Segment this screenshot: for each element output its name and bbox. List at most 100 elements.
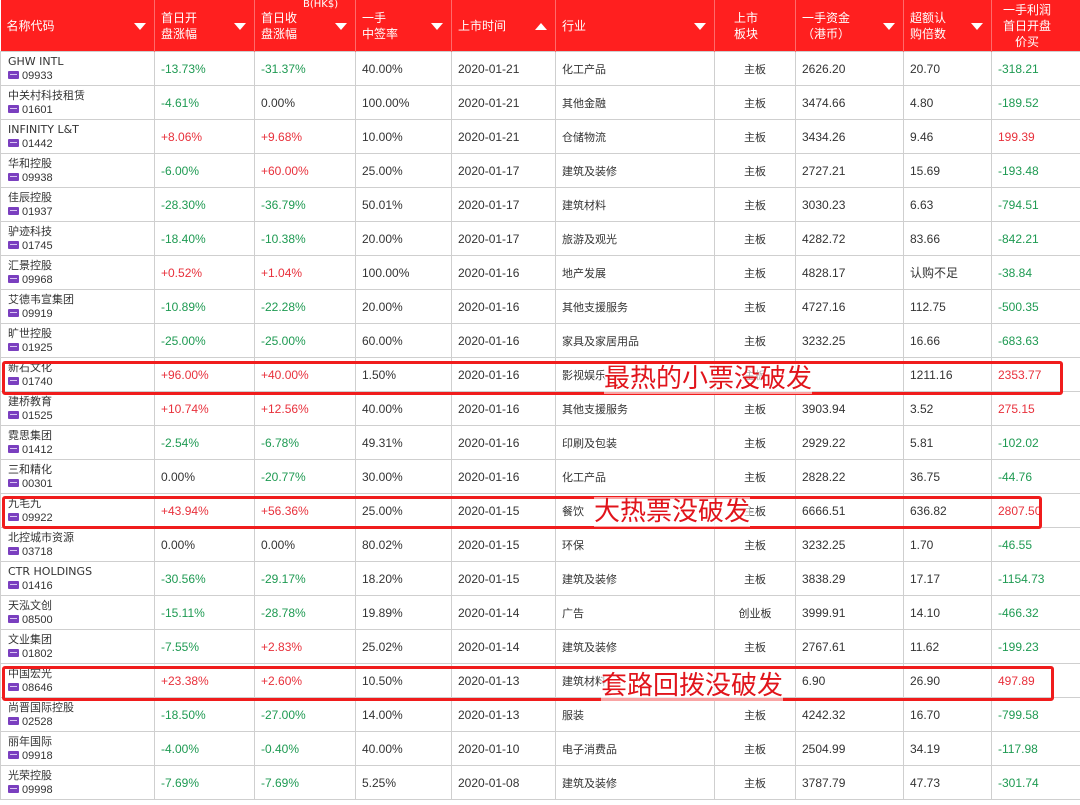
stock-code: 09919 bbox=[22, 307, 53, 320]
stock-name-cell[interactable]: 汇景控股 09968 bbox=[0, 255, 155, 290]
highlight-box-clawback bbox=[2, 666, 1054, 701]
stock-name: 旷世控股 bbox=[8, 326, 52, 340]
table-row[interactable]: CTR HOLDINGS 01416 -30.56% -29.17% 18.20% 202… bbox=[0, 561, 1080, 596]
lot-win-rate-cell: 30.00% bbox=[355, 459, 452, 494]
stock-name-cell[interactable]: 丽年国际 09918 bbox=[0, 731, 155, 766]
listing-board-cell: 主板 bbox=[714, 221, 796, 256]
stock-name-cell[interactable]: 建桥教育 01525 bbox=[0, 391, 155, 426]
lot-funds-cell: 3999.91 bbox=[795, 595, 904, 630]
sort-dropdown-icon[interactable] bbox=[694, 22, 706, 30]
column-header-industry[interactable]: 行业 bbox=[555, 0, 715, 52]
column-header-label: 上市 板块 bbox=[733, 10, 758, 41]
oversubscription-cell: 112.75 bbox=[903, 289, 992, 324]
stock-name-cell[interactable]: 天泓文创 08500 bbox=[0, 595, 155, 630]
stock-name-cell[interactable]: 光荣控股 09998 bbox=[0, 765, 155, 800]
listing-board-cell: 主板 bbox=[714, 731, 796, 766]
oversubscription-cell: 认购不足 bbox=[903, 255, 992, 290]
listing-date-cell: 2020-01-17 bbox=[451, 187, 556, 222]
first-close-change-cell: -27.00% bbox=[254, 697, 356, 732]
column-header-lot-funds[interactable]: 一手资金 （港币） bbox=[795, 0, 904, 52]
table-row[interactable]: 建桥教育 01525 +10.74% +12.56% 40.00% 2020-01-16 其… bbox=[0, 391, 1080, 426]
first-open-change-cell: -28.30% bbox=[154, 187, 255, 222]
column-header-lot-win-rate[interactable]: 一手 中签率 bbox=[355, 0, 452, 52]
stock-name-cell[interactable]: 旷世控股 01925 bbox=[0, 323, 155, 358]
lot-funds-cell: 4828.17 bbox=[795, 255, 904, 290]
sort-dropdown-icon[interactable] bbox=[234, 22, 246, 30]
column-header-listing-date[interactable]: 上市时间 bbox=[451, 0, 556, 52]
stock-name-cell[interactable]: 霓思集团 01412 bbox=[0, 425, 155, 460]
table-row[interactable]: 三和精化 00301 0.00% -20.77% 30.00% 2020-01-16 化工产… bbox=[0, 459, 1080, 494]
table-row[interactable]: 艾德韦宣集团 09919 -10.89% -22.28% 20.00% 2020-01-1… bbox=[0, 289, 1080, 324]
stock-name-cell[interactable]: CTR HOLDINGS 01416 bbox=[0, 561, 155, 596]
table-row[interactable]: 中关村科技租赁 01601 -4.61% 0.00% 100.00% 2020-01-21… bbox=[0, 85, 1080, 120]
hk-market-icon bbox=[8, 274, 19, 283]
stock-code-line: 08500 bbox=[8, 613, 148, 627]
sort-ascending-icon[interactable] bbox=[535, 22, 547, 30]
stock-name-cell[interactable]: 驴迹科技 01745 bbox=[0, 221, 155, 256]
first-close-change-cell: +1.04% bbox=[254, 255, 356, 290]
column-header-oversubscription[interactable]: 超额认 购倍数 bbox=[903, 0, 992, 52]
listing-date-cell: 2020-01-10 bbox=[451, 731, 556, 766]
lot-profit-cell: -683.63 bbox=[991, 323, 1080, 358]
industry-cell: 其他支援服务 bbox=[555, 289, 715, 324]
stock-code: 01416 bbox=[22, 579, 53, 592]
lot-profit-cell: -318.21 bbox=[991, 51, 1080, 86]
stock-name: 艾德韦宣集团 bbox=[8, 292, 74, 306]
stock-name-cell[interactable]: 文业集团 01802 bbox=[0, 629, 155, 664]
stock-name-cell[interactable]: 华和控股 09938 bbox=[0, 153, 155, 188]
table-row[interactable]: 驴迹科技 01745 -18.40% -10.38% 20.00% 2020-01-17 旅… bbox=[0, 221, 1080, 256]
table-row[interactable]: 旷世控股 01925 -25.00% -25.00% 60.00% 2020-01-16 家… bbox=[0, 323, 1080, 358]
stock-name-cell[interactable]: 艾德韦宣集团 09919 bbox=[0, 289, 155, 324]
stock-name-cell[interactable]: 三和精化 00301 bbox=[0, 459, 155, 494]
table-row[interactable]: 天泓文创 08500 -15.11% -28.78% 19.89% 2020-01-14 广… bbox=[0, 595, 1080, 630]
sort-dropdown-icon[interactable] bbox=[335, 22, 347, 30]
hk-market-icon bbox=[8, 70, 19, 79]
oversubscription-cell: 15.69 bbox=[903, 153, 992, 188]
column-header-name-code[interactable]: 名称代码 bbox=[0, 0, 155, 52]
lot-funds-cell: 2727.21 bbox=[795, 153, 904, 188]
table-row[interactable]: 华和控股 09938 -6.00% +60.00% 25.00% 2020-01-17 建筑… bbox=[0, 153, 1080, 188]
sort-dropdown-icon[interactable] bbox=[431, 22, 443, 30]
oversubscription-cell: 1.70 bbox=[903, 527, 992, 562]
listing-date-cell: 2020-01-15 bbox=[451, 561, 556, 596]
table-row[interactable]: INFINITY L&T 01442 +8.06% +9.68% 10.00% 2020-… bbox=[0, 119, 1080, 154]
table-row[interactable]: 霓思集团 01412 -2.54% -6.78% 49.31% 2020-01-16 印刷及… bbox=[0, 425, 1080, 460]
sort-dropdown-icon[interactable] bbox=[883, 22, 895, 30]
table-row[interactable]: 光荣控股 09998 -7.69% -7.69% 5.25% 2020-01-08 建筑及装… bbox=[0, 765, 1080, 800]
lot-profit-cell: -193.48 bbox=[991, 153, 1080, 188]
first-close-change-cell: -25.00% bbox=[254, 323, 356, 358]
hk-market-icon bbox=[8, 546, 19, 555]
sort-dropdown-icon[interactable] bbox=[134, 22, 146, 30]
table-row[interactable]: 尚晋国际控股 02528 -18.50% -27.00% 14.00% 2020-01-1… bbox=[0, 697, 1080, 732]
first-open-change-cell: -13.73% bbox=[154, 51, 255, 86]
stock-name-cell[interactable]: 佳辰控股 01937 bbox=[0, 187, 155, 222]
table-row[interactable]: 丽年国际 09918 -4.00% -0.40% 40.00% 2020-01-10 电子消… bbox=[0, 731, 1080, 766]
column-header-first-open-change[interactable]: 首日开 盘涨幅 bbox=[154, 0, 255, 52]
sort-dropdown-icon[interactable] bbox=[971, 22, 983, 30]
stock-name-cell[interactable]: 中关村科技租赁 01601 bbox=[0, 85, 155, 120]
industry-cell: 广告 bbox=[555, 595, 715, 630]
table-row[interactable]: 文业集团 01802 -7.55% +2.83% 25.02% 2020-01-14 建筑及… bbox=[0, 629, 1080, 664]
stock-code-line: 01937 bbox=[8, 205, 148, 219]
stock-name: 汇景控股 bbox=[8, 258, 52, 272]
table-row[interactable]: 北控城市资源 03718 0.00% 0.00% 80.02% 2020-01-15 环保主… bbox=[0, 527, 1080, 562]
oversubscription-cell: 36.75 bbox=[903, 459, 992, 494]
hk-market-icon bbox=[8, 444, 19, 453]
stock-code-line: 01925 bbox=[8, 341, 148, 355]
first-close-change-cell: -29.17% bbox=[254, 561, 356, 596]
first-close-change-cell: +2.83% bbox=[254, 629, 356, 664]
table-row[interactable]: 汇景控股 09968 +0.52% +1.04% 100.00% 2020-01-16 地产… bbox=[0, 255, 1080, 290]
lot-funds-cell: 3232.25 bbox=[795, 323, 904, 358]
table-row[interactable]: GHW INTL 09933 -13.73% -31.37% 40.00% 2020-01… bbox=[0, 51, 1080, 86]
hk-market-icon bbox=[8, 410, 19, 419]
stock-name-cell[interactable]: 北控城市资源 03718 bbox=[0, 527, 155, 562]
stock-code: 09918 bbox=[22, 749, 53, 762]
industry-cell: 旅游及观光 bbox=[555, 221, 715, 256]
listing-date-cell: 2020-01-16 bbox=[451, 323, 556, 358]
stock-name-cell[interactable]: 尚晋国际控股 02528 bbox=[0, 697, 155, 732]
stock-name-cell[interactable]: INFINITY L&T 01442 bbox=[0, 119, 155, 154]
table-row[interactable]: 佳辰控股 01937 -28.30% -36.79% 50.01% 2020-01-17 建… bbox=[0, 187, 1080, 222]
stock-name-cell[interactable]: GHW INTL 09933 bbox=[0, 51, 155, 86]
column-header-first-close-change[interactable]: 首日收 盘涨幅 B(HK$) bbox=[254, 0, 356, 52]
hk-market-icon bbox=[8, 138, 19, 147]
